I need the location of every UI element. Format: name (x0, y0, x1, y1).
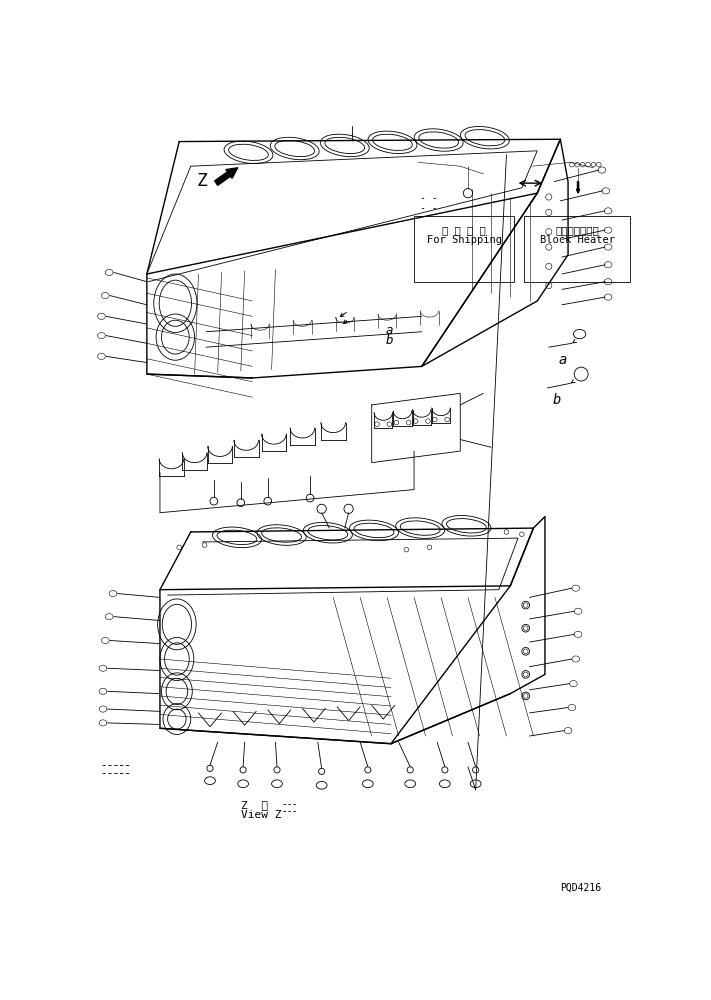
Circle shape (523, 603, 528, 607)
FancyArrow shape (577, 182, 579, 193)
Text: - -: - - (420, 193, 438, 203)
Text: a: a (559, 353, 567, 367)
Circle shape (523, 649, 528, 654)
Text: a: a (385, 324, 393, 337)
Text: 運 搬 部 品: 運 搬 部 品 (442, 225, 486, 235)
Text: ブロックヒータ: ブロックヒータ (555, 225, 599, 235)
Text: Z  根: Z 根 (241, 800, 268, 810)
FancyArrow shape (215, 168, 237, 185)
Bar (414, 216, 514, 282)
Circle shape (523, 626, 528, 631)
Text: Block Heater: Block Heater (540, 235, 615, 245)
Text: View Z: View Z (241, 810, 282, 820)
Text: PQD4216: PQD4216 (560, 882, 602, 892)
Bar (524, 216, 631, 282)
Circle shape (523, 694, 528, 698)
Text: b: b (385, 334, 393, 347)
Text: Z: Z (196, 172, 207, 190)
Circle shape (523, 672, 528, 677)
Text: For Shipping: For Shipping (427, 235, 501, 245)
Text: b: b (552, 393, 561, 407)
Text: - -: - - (420, 203, 438, 213)
